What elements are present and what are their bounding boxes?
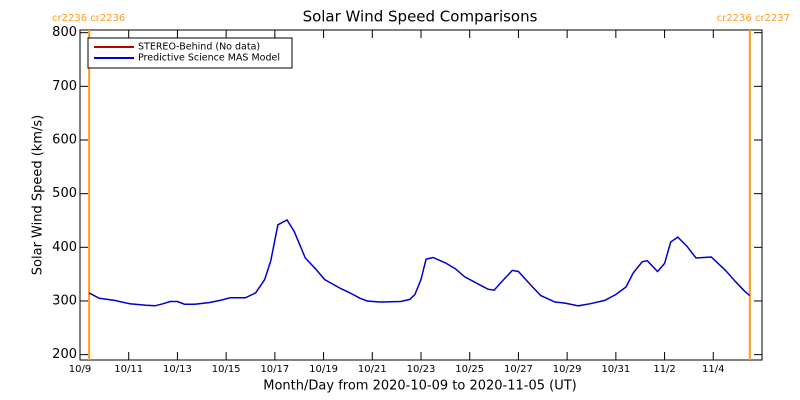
x-tick-label: 10/21	[358, 364, 387, 375]
x-tick-label: 11/2	[653, 364, 675, 375]
y-tick-label: 800	[52, 25, 77, 40]
y-tick-label: 200	[52, 347, 77, 362]
x-tick-label: 10/29	[553, 364, 582, 375]
y-tick-label: 300	[52, 293, 77, 308]
legend-label: STEREO-Behind (No data)	[138, 42, 260, 53]
legend-label: Predictive Science MAS Model	[138, 53, 280, 64]
x-tick-label: 10/9	[69, 364, 91, 375]
y-axis-label: Solar Wind Speed (km/s)	[31, 115, 46, 275]
legend-box	[87, 37, 293, 69]
x-axis-label: Month/Day from 2020-10-09 to 2020-11-05 …	[263, 379, 576, 394]
x-tick-label: 10/17	[260, 364, 289, 375]
rotation-label: cr2236 cr2237	[717, 13, 790, 24]
y-tick-label: 600	[52, 133, 77, 148]
y-tick-label: 700	[52, 79, 77, 94]
chart-title: Solar Wind Speed Comparisons	[303, 8, 538, 26]
x-tick-label: 10/23	[407, 364, 436, 375]
y-tick-label: 500	[52, 186, 77, 201]
x-tick-label: 10/19	[309, 364, 338, 375]
x-tick-label: 10/15	[212, 364, 241, 375]
x-tick-label: 10/11	[114, 364, 143, 375]
x-tick-label: 10/13	[163, 364, 192, 375]
x-tick-label: 10/25	[455, 364, 484, 375]
rotation-label: cr2236 cr2236	[52, 13, 125, 24]
y-tick-label: 400	[52, 240, 77, 255]
x-tick-label: 10/31	[601, 364, 630, 375]
x-tick-label: 11/4	[702, 364, 724, 375]
x-tick-label: 10/27	[504, 364, 533, 375]
series-line	[88, 219, 751, 307]
